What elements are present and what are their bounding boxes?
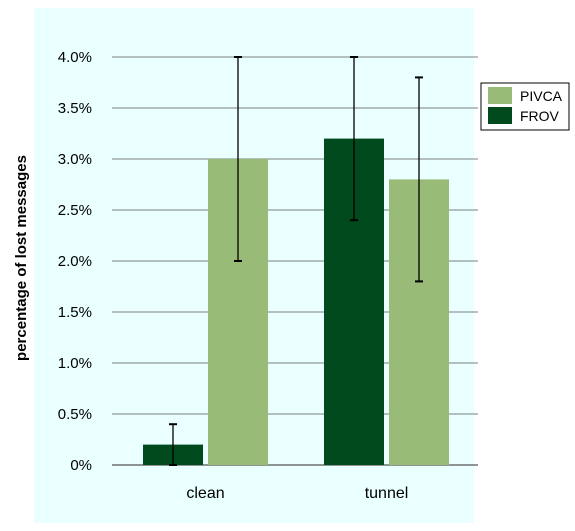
y-tick-label: 3.5% — [58, 100, 92, 117]
y-tick-label: 2.0% — [58, 253, 92, 270]
bars — [143, 138, 449, 465]
legend-swatch-pivca — [488, 87, 512, 104]
errorbar-frov-clean — [169, 423, 177, 466]
category-label-clean: clean — [186, 485, 224, 502]
y-tick-label: 0.5% — [58, 406, 92, 423]
category-labels: clean tunnel — [186, 485, 408, 502]
legend-label-pivca: PIVCA — [520, 88, 563, 104]
y-tick-label: 3.0% — [58, 151, 92, 168]
y-tick-labels: 0% 0.5% 1.0% 1.5% 2.0% 2.5% 3.0% 3.5% 4.0% — [58, 49, 92, 474]
y-tick-label: 4.0% — [58, 49, 92, 66]
category-label-tunnel: tunnel — [365, 485, 409, 502]
legend-swatch-frov — [488, 107, 512, 124]
errorbar-pivca-tunnel — [415, 76, 423, 283]
legend-label-frov: FROV — [520, 108, 560, 124]
errorbar-frov-tunnel — [350, 56, 358, 222]
y-tick-label: 0% — [70, 457, 92, 474]
y-axis-label: percentage of lost messages — [13, 155, 30, 361]
errorbar-pivca-clean — [234, 56, 242, 262]
legend: PIVCA FROV — [480, 82, 570, 131]
y-tick-label: 2.5% — [58, 202, 92, 219]
error-bars — [169, 56, 423, 466]
y-tick-label: 1.5% — [58, 304, 92, 321]
y-tick-label: 1.0% — [58, 355, 92, 372]
